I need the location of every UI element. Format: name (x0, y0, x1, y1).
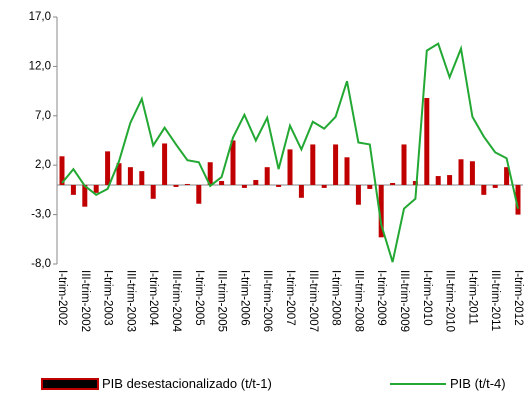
bar (253, 180, 259, 185)
line (61, 42, 519, 263)
bar (184, 183, 190, 185)
bar (127, 167, 133, 185)
bar (412, 181, 418, 185)
legend-label: PIB (t/t-4) (450, 376, 506, 391)
x-tick-label: III-trim-2008 (352, 270, 364, 332)
bar (458, 159, 464, 185)
x-tick-label: I-trim-2003 (102, 270, 114, 326)
bar (355, 184, 361, 205)
bar (481, 184, 487, 195)
bar (298, 184, 304, 198)
legend-swatch (41, 378, 99, 390)
bar (401, 144, 407, 185)
bar (93, 184, 99, 193)
x-tick-label: I-trim-2009 (375, 270, 387, 326)
x-tick-label: III-trim-2006 (261, 270, 273, 332)
x-tick-label: I-trim-2002 (56, 270, 68, 326)
x-tick-label: I-trim-2010 (421, 270, 433, 326)
x-tick-label: III-trim-2010 (444, 270, 456, 332)
bar (469, 161, 475, 185)
bar (321, 184, 327, 188)
bar (435, 176, 441, 185)
bar (504, 167, 510, 185)
bar (162, 143, 168, 185)
x-tick-label: III-trim-2003 (124, 270, 136, 332)
bar (116, 163, 122, 185)
bar (447, 175, 453, 185)
x-tick-label: I-trim-2005 (193, 270, 205, 326)
bar (59, 156, 65, 185)
y-tick-label: 2,0 (35, 159, 51, 171)
x-tick-label: I-trim-2006 (238, 270, 250, 326)
bar (70, 184, 76, 195)
y-tick-label: -3,0 (31, 209, 51, 221)
x-tick-label: I-trim-2004 (147, 270, 159, 326)
bar (424, 98, 430, 185)
bar (276, 184, 282, 187)
x-tick-label: I-trim-2008 (330, 270, 342, 326)
bar (207, 162, 213, 185)
bar (344, 157, 350, 185)
bar (287, 149, 293, 185)
bar (219, 181, 225, 185)
x-tick-label: III-trim-2005 (216, 270, 228, 332)
x-tick-label: III-trim-2002 (79, 270, 91, 332)
bar (492, 184, 498, 188)
y-tick-label: 7,0 (35, 110, 51, 122)
bar (230, 140, 236, 185)
bar (173, 184, 179, 187)
x-tick-label: I-trim-2007 (284, 270, 296, 326)
x-tick-label: III-trim-2007 (307, 270, 319, 332)
bar (378, 184, 384, 238)
bar (390, 182, 396, 185)
bar (515, 184, 521, 215)
y-tick-label: 17,0 (29, 11, 51, 23)
bar (196, 184, 202, 204)
legend-label: PIB desestacionalizado (t/t-1) (102, 376, 272, 391)
bar (139, 171, 145, 185)
bar (367, 184, 373, 189)
x-tick-label: I-trim-2011 (466, 270, 478, 325)
x-tick-label: III-trim-2011 (489, 270, 501, 331)
bar (82, 184, 88, 207)
y-tick-label: -8,0 (31, 258, 51, 270)
x-tick-label: I-trim-2012 (512, 270, 524, 326)
bar (105, 151, 111, 185)
bar (333, 144, 339, 185)
x-tick-label: III-trim-2009 (398, 270, 410, 332)
bar (264, 167, 270, 185)
bar (310, 144, 316, 185)
y-tick-label: 12,0 (29, 60, 51, 72)
bar (150, 184, 156, 199)
bar (241, 184, 247, 188)
x-tick-label: III-trim-2004 (170, 270, 182, 333)
